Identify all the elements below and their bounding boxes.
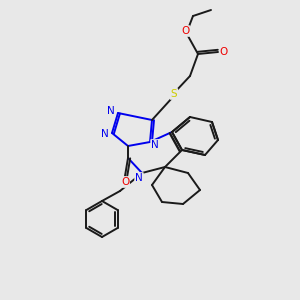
Text: N: N — [101, 129, 109, 139]
Text: N: N — [107, 106, 115, 116]
Text: N: N — [151, 140, 159, 150]
Text: O: O — [181, 26, 189, 36]
Text: O: O — [220, 47, 228, 57]
Text: N: N — [135, 173, 143, 183]
Text: O: O — [121, 177, 129, 187]
Text: S: S — [171, 89, 177, 99]
